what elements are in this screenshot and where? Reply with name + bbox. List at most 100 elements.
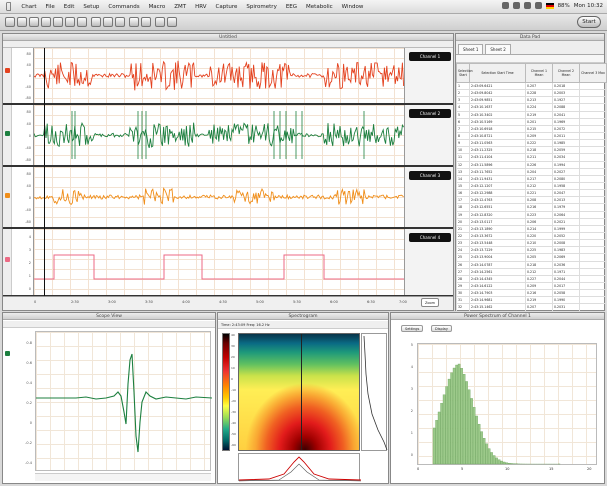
grid-icon[interactable]	[41, 17, 51, 27]
table-row[interactable]: 32 2:43:15.1462 0.207 0.2031	[456, 303, 607, 312]
table-cell[interactable]	[579, 189, 607, 198]
display-icon[interactable]	[512, 2, 520, 9]
table-cell[interactable]: 0.2034	[552, 153, 580, 162]
table-cell[interactable]: 16	[456, 189, 470, 198]
table-cell[interactable]: 29	[456, 281, 470, 291]
channel-4-label[interactable]: Channel 4	[409, 233, 451, 242]
column-header[interactable]: Selection Start	[456, 63, 473, 83]
table-cell[interactable]: 0.210	[525, 239, 553, 248]
event-icon[interactable]	[129, 17, 139, 27]
table-cell[interactable]	[579, 81, 607, 91]
table-cell[interactable]: 1	[456, 81, 470, 91]
table-cell[interactable]: 0.207	[525, 81, 553, 91]
table-cell[interactable]: 0.219	[525, 110, 553, 119]
table-cell[interactable]: 0.1983	[552, 246, 580, 255]
record-icon[interactable]	[5, 17, 15, 27]
clock-icon[interactable]	[523, 2, 531, 9]
menu-macro[interactable]: Macro	[143, 3, 166, 10]
time-cursor[interactable]	[44, 48, 45, 310]
table-cell[interactable]	[579, 224, 607, 233]
table-cell[interactable]: 0.2018	[552, 81, 580, 91]
table-row[interactable]: 19 2:43:12.8320 0.223 0.2064	[456, 210, 607, 219]
table-cell[interactable]: 26	[456, 260, 470, 269]
table-cell[interactable]: 0.218	[525, 146, 553, 155]
menu-spirometry[interactable]: Spirometry	[240, 3, 276, 10]
table-cell[interactable]: 0.2027	[552, 167, 580, 176]
table-cell[interactable]	[579, 217, 607, 226]
table-cell[interactable]: 0.201	[525, 117, 553, 126]
table-cell[interactable]	[579, 267, 607, 276]
histogram-icon[interactable]	[155, 17, 165, 27]
table-cell[interactable]: 0.2059	[552, 146, 580, 155]
table-cell[interactable]: 0.221	[525, 189, 553, 198]
table-cell[interactable]: 0.2069	[552, 253, 580, 262]
menu-edit[interactable]: Edit	[58, 3, 75, 10]
time-axis[interactable]: 0 2:30 3:00 3:30 4:00 4:30 5:00 5:30 6:0…	[3, 296, 453, 310]
table-cell[interactable]: 2:43:11.0563	[469, 139, 526, 148]
table-cell[interactable]: 0.204	[525, 167, 553, 176]
table-row[interactable]: 18 2:43:12.6551 0.216 0.1979	[456, 203, 607, 212]
table-cell[interactable]: 2:43:10.6918	[469, 124, 526, 133]
table-row[interactable]: 22 2:43:13.3672 0.220 0.2052	[456, 231, 607, 241]
table-cell[interactable]: 0.1927	[552, 96, 580, 105]
table-cell[interactable]: 22	[456, 231, 470, 241]
table-cell[interactable]: 0.2058	[552, 289, 580, 298]
channel-1-axis[interactable]: 80 40 0 -40 -80	[12, 48, 34, 103]
table-cell[interactable]: 0.218	[525, 260, 553, 269]
table-row[interactable]: 26 2:43:14.0787 0.218 0.2036	[456, 260, 607, 269]
table-cell[interactable]	[579, 103, 607, 112]
table-cell[interactable]: 0.2064	[552, 210, 580, 219]
table-cell[interactable]: 2:43:11.2325	[469, 146, 526, 155]
channel-3-plot[interactable]	[33, 167, 404, 227]
table-cell[interactable]: 2:43:14.7903	[469, 289, 526, 298]
table-cell[interactable]	[579, 274, 607, 283]
table-cell[interactable]: 2:43:14.6122	[469, 281, 526, 291]
table-row[interactable]: 5 2:43:10.3402 0.219 0.2041	[456, 110, 607, 119]
table-cell[interactable]: 0.2017	[552, 281, 580, 291]
menu-clock[interactable]: Mon 10:32	[573, 2, 603, 9]
channel-3-color-icon[interactable]	[5, 193, 10, 198]
table-cell[interactable]: 0.206	[525, 217, 553, 226]
table-cell[interactable]: 11	[456, 153, 470, 162]
table-cell[interactable]: 23	[456, 239, 470, 248]
table-row[interactable]: 7 2:43:10.6918 0.215 0.2072	[456, 124, 607, 133]
table-cell[interactable]: 0.2013	[552, 196, 580, 205]
power-plot[interactable]	[417, 343, 597, 465]
table-cell[interactable]: 0.216	[525, 203, 553, 212]
menu-setup[interactable]: Setup	[78, 3, 99, 10]
table-cell[interactable]: 15	[456, 181, 470, 191]
table-cell[interactable]: 17	[456, 196, 470, 205]
table-cell[interactable]: 2:43:09.6421	[469, 81, 526, 91]
table-row[interactable]: 30 2:43:14.7903 0.216 0.2058	[456, 289, 607, 298]
table-cell[interactable]: 3	[456, 96, 470, 105]
table-cell[interactable]: 0.2080	[552, 174, 580, 183]
table-cell[interactable]: 2:43:13.7229	[469, 246, 526, 255]
scope-plot[interactable]	[35, 331, 213, 471]
channel-1-label[interactable]: Channel 1	[409, 52, 451, 61]
table-cell[interactable]: 0.213	[525, 96, 553, 105]
table-cell[interactable]: 0.223	[525, 210, 553, 219]
table-row[interactable]: 17 2:43:12.4763 0.208 0.2013	[456, 196, 607, 205]
table-cell[interactable]: 2:43:10.5169	[469, 117, 526, 126]
table-cell[interactable]: 24	[456, 246, 470, 255]
tab-sheet-2[interactable]: Sheet 2	[485, 44, 511, 54]
table-cell[interactable]: 0.225	[525, 246, 553, 255]
table-cell[interactable]	[579, 210, 607, 219]
column-header[interactable]: Selection Start Time	[469, 63, 526, 83]
table-cell[interactable]: 0.215	[525, 124, 553, 133]
table-cell[interactable]: 31	[456, 296, 470, 305]
wifi-status[interactable]: 88%	[557, 2, 570, 9]
channel-2-strip[interactable]: 80 40 0 -40 -80 Channel 2	[3, 105, 453, 167]
german-flag-icon[interactable]	[545, 2, 554, 9]
channel-4-color-icon[interactable]	[5, 257, 10, 262]
channel-2-label[interactable]: Channel 2	[409, 109, 451, 118]
scope-y-axis[interactable]: 0.8 0.6 0.4 0.2 0 -0.2 -0.4	[12, 331, 34, 471]
table-cell[interactable]: 2:43:10.1637	[469, 103, 526, 112]
table-row[interactable]: 9 2:43:11.0563 0.222 0.1985	[456, 139, 607, 148]
menu-capture[interactable]: Capture	[210, 3, 238, 10]
table-row[interactable]: 12 2:43:11.5896 0.226 0.1994	[456, 160, 607, 169]
table-cell[interactable]	[579, 153, 607, 162]
table-cell[interactable]	[579, 239, 607, 248]
spectrogram-cursor[interactable]	[301, 334, 302, 450]
table-cell[interactable]: 2:43:09.9851	[469, 96, 526, 105]
